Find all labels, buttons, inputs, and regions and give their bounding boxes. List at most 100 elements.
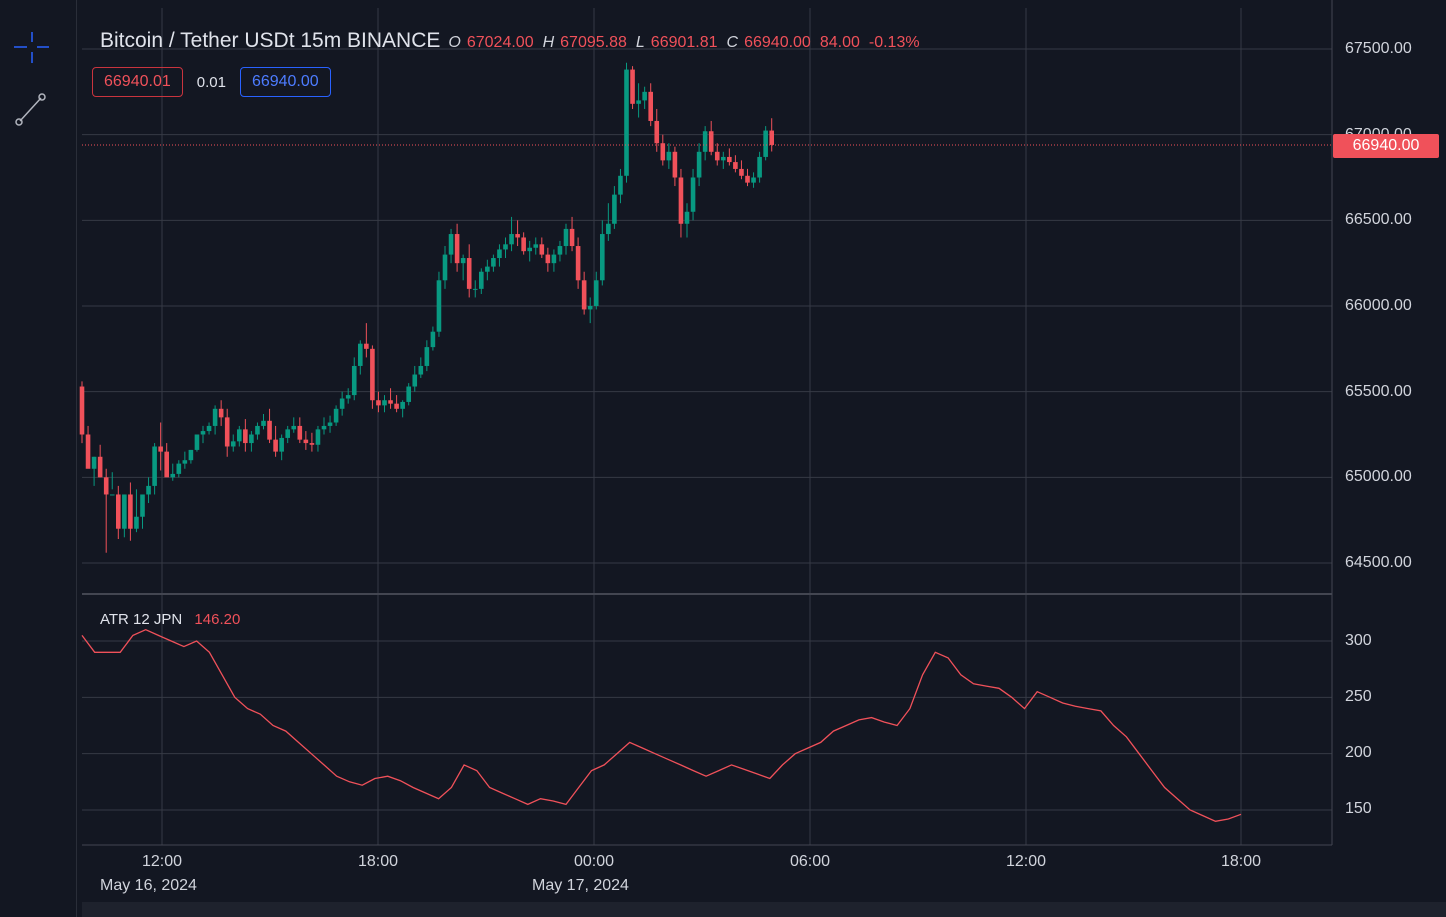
candle-body [255,425,260,435]
candle-body [424,347,430,366]
candle-body [261,420,266,426]
atr-series-line [81,628,1242,822]
candle-body [109,494,115,496]
candle-body [557,246,563,255]
candle-body [128,494,133,529]
candle-body [708,131,714,152]
candle-body [79,386,85,435]
candle-body [551,254,557,264]
candle-body [527,247,532,252]
candles-layer [79,62,1332,553]
candle-body [672,151,678,178]
buy-button[interactable]: 66940.00 [239,67,331,97]
candle-body [218,408,224,418]
candle-body [279,437,284,452]
candle-body [702,131,708,152]
candle-body [436,280,442,332]
high-value: 67095.88 [560,34,627,51]
time-axis-label: 12:00 [1005,853,1047,870]
candle-body [267,420,272,440]
candle-body [406,386,411,402]
candle-body [460,258,466,264]
low-key: L [635,34,645,51]
candle-body [690,177,696,212]
candle-body [612,194,617,224]
candle-body [206,425,212,432]
candle-body [751,177,756,183]
candle-body [285,429,290,438]
trade-panel: 66940.01 0.01 66940.00 [92,67,331,97]
candle-body [412,374,418,387]
sell-button[interactable]: 66940.01 [92,67,183,97]
symbol-title[interactable]: Bitcoin / Tether USDt 15m BINANCE [100,29,441,52]
candle-body [533,244,539,248]
atr-axis-label: 250 [1345,688,1372,705]
candle-body [721,156,726,161]
candle-body [351,365,357,396]
time-axis-label: 18:00 [357,853,399,870]
candle-body [212,408,218,426]
candle-body [358,343,363,366]
candle-body [727,156,732,163]
candle-body [418,365,424,375]
time-axis-label: 00:00 [573,853,615,870]
candle-body [176,463,182,474]
candle-body [364,343,369,349]
candle-body [400,401,405,409]
candle-body [146,485,151,495]
candle-body [739,168,744,176]
change-percent: -0.13% [868,34,920,51]
candle-body [757,156,762,178]
candle-body [600,234,605,281]
candle-body [230,441,236,447]
candle-body [188,449,194,461]
candle-body [116,494,121,529]
trend-line-icon[interactable] [10,88,50,128]
atr-axis-label: 150 [1345,800,1372,817]
indicator-value: 146.20 [194,611,241,628]
candle-body [521,237,526,252]
spread-value: 0.01 [196,73,226,91]
price-axis-label: 67500.00 [1345,40,1412,57]
candle-body [575,246,581,281]
candle-body [684,211,690,224]
candle-body [642,91,647,101]
candle-body [249,434,254,444]
candle-body [714,151,720,161]
price-axis-label: 64500.00 [1345,554,1412,571]
candle-body [678,177,684,224]
indicator-legend: ATR 12 JPN 146.20 [100,611,240,628]
candle-body [224,417,230,447]
crosshair-icon[interactable] [10,27,50,67]
candle-body [370,348,375,401]
candle-body [382,400,387,406]
date-label: May 17, 2024 [532,877,629,894]
candle-body [134,516,139,529]
candle-body [648,91,653,121]
atr-axis-label: 200 [1345,744,1372,761]
candle-body [182,460,188,464]
candle-body [200,431,206,435]
candle-body [454,234,460,264]
candle-body [327,422,333,426]
candle-body [152,446,157,486]
candle-body [388,400,393,404]
candle-body [273,439,278,452]
close-key: C [726,34,739,51]
drawing-toolbar [0,0,77,917]
indicator-name[interactable]: ATR 12 JPN [100,611,183,628]
candle-body [660,143,666,161]
candle-body [509,234,514,245]
close-value: 66940.00 [744,34,811,51]
candle-body [539,244,545,255]
candle-body [491,258,496,267]
candle-body [587,306,593,310]
candle-body [291,425,297,430]
candle-body [345,395,351,399]
candle-body [394,403,399,409]
candle-body [624,69,629,176]
candle-body [309,443,315,445]
price-axis-label: 66500.00 [1345,211,1412,228]
candle-body [563,228,569,247]
